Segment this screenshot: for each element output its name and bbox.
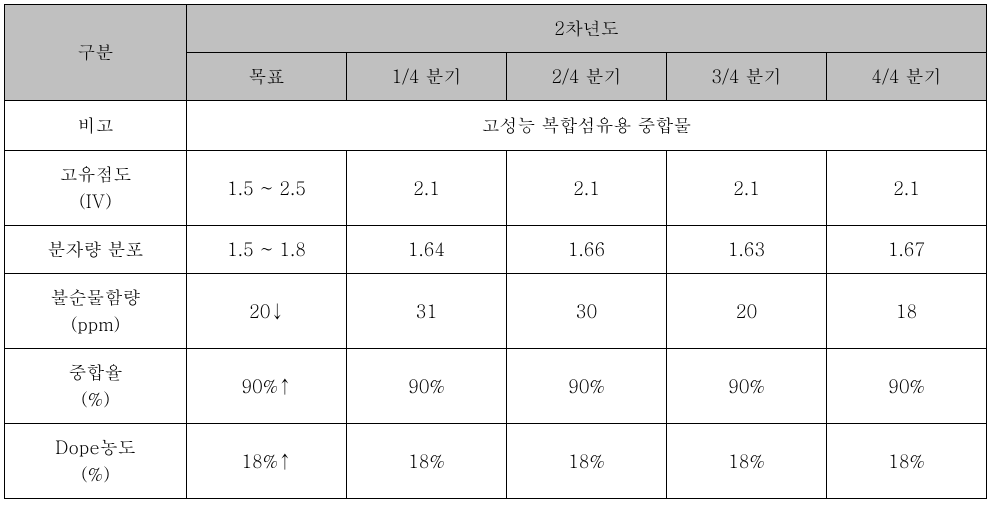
table-row: 고유점도 (IV) 1.5 ~ 2.5 2.1 2.1 2.1 2.1 <box>5 151 987 226</box>
header-q4: 4/4 분기 <box>827 53 987 101</box>
table-body: 비고 고성능 복합섬유용 중합물 고유점도 (IV) 1.5 ~ 2.5 2.1… <box>5 101 987 499</box>
cell-value: 20↓ <box>187 274 347 349</box>
label-line1: Dope농도 <box>55 435 135 460</box>
cell-value: 18%↑ <box>187 424 347 499</box>
cell-value: 30 <box>507 274 667 349</box>
table-row: 분자량 분포 1.5 ~ 1.8 1.64 1.66 1.63 1.67 <box>5 226 987 274</box>
cell-value: 18% <box>507 424 667 499</box>
table-row: 중합율 (%) 90%↑ 90% 90% 90% 90% <box>5 349 987 424</box>
label-line1: 불순물함량 <box>51 285 141 310</box>
label-line2: (%) <box>81 387 110 412</box>
cell-value: 2.1 <box>347 151 507 226</box>
cell-value: 18% <box>827 424 987 499</box>
cell-value: 90% <box>507 349 667 424</box>
table-row: 비고 고성능 복합섬유용 중합물 <box>5 101 987 151</box>
cell-value: 1.5 ~ 2.5 <box>187 151 347 226</box>
header-target: 목표 <box>187 53 347 101</box>
table-header: 구분 2차년도 목표 1/4 분기 2/4 분기 3/4 분기 4/4 분기 <box>5 5 987 101</box>
label-line1: 중합율 <box>69 360 123 385</box>
row-label-impurity: 불순물함량 (ppm) <box>5 274 187 349</box>
table-row: Dope농도 (%) 18%↑ 18% 18% 18% 18% <box>5 424 987 499</box>
label-line2: (%) <box>81 462 110 487</box>
header-q2: 2/4 분기 <box>507 53 667 101</box>
cell-value: 90% <box>347 349 507 424</box>
cell-value: 18 <box>827 274 987 349</box>
cell-value: 18% <box>667 424 827 499</box>
cell-value: 2.1 <box>507 151 667 226</box>
row-label-polymerization: 중합율 (%) <box>5 349 187 424</box>
cell-value: 18% <box>347 424 507 499</box>
cell-value: 90%↑ <box>187 349 347 424</box>
cell-value: 2.1 <box>827 151 987 226</box>
cell-value: 1.63 <box>667 226 827 274</box>
header-category: 구분 <box>5 5 187 101</box>
label-line2: (IV) <box>79 189 112 214</box>
cell-value: 1.66 <box>507 226 667 274</box>
table-row: 불순물함량 (ppm) 20↓ 31 30 20 18 <box>5 274 987 349</box>
cell-value: 20 <box>667 274 827 349</box>
data-table: 구분 2차년도 목표 1/4 분기 2/4 분기 3/4 분기 4/4 분기 비… <box>4 4 987 499</box>
cell-value: 90% <box>827 349 987 424</box>
cell-value: 1.67 <box>827 226 987 274</box>
cell-value: 31 <box>347 274 507 349</box>
cell-value: 1.64 <box>347 226 507 274</box>
header-q1: 1/4 분기 <box>347 53 507 101</box>
cell-value: 1.5 ~ 1.8 <box>187 226 347 274</box>
header-year: 2차년도 <box>187 5 987 53</box>
row-note-value: 고성능 복합섬유용 중합물 <box>187 101 987 151</box>
label-line1: 고유점도 <box>60 162 132 187</box>
header-q3: 3/4 분기 <box>667 53 827 101</box>
cell-value: 90% <box>667 349 827 424</box>
row-label-dope: Dope농도 (%) <box>5 424 187 499</box>
row-label-iv: 고유점도 (IV) <box>5 151 187 226</box>
cell-value: 2.1 <box>667 151 827 226</box>
row-label-mw: 분자량 분포 <box>5 226 187 274</box>
row-label-note: 비고 <box>5 101 187 151</box>
label-line2: (ppm) <box>71 312 120 337</box>
